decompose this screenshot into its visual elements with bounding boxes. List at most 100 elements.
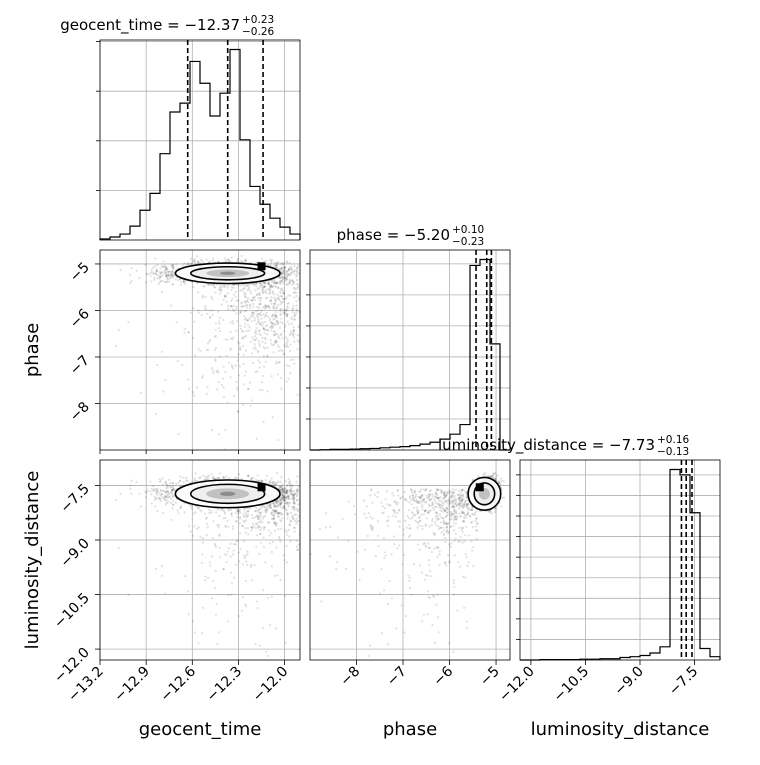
sample-point <box>152 273 154 275</box>
sample-point <box>247 527 249 529</box>
sample-point <box>236 389 238 391</box>
sample-point <box>348 422 350 424</box>
sample-point <box>243 292 245 294</box>
sample-point <box>276 294 278 296</box>
sample-point <box>144 264 146 266</box>
sample-point <box>321 277 323 279</box>
sample-point <box>249 326 251 328</box>
sample-point <box>274 530 276 532</box>
sample-point <box>322 297 324 299</box>
sample-point <box>151 271 153 273</box>
sample-point <box>288 535 290 537</box>
sample-point <box>268 305 270 307</box>
sample-point <box>287 484 289 486</box>
sample-point <box>175 483 177 485</box>
sample-point <box>303 499 305 501</box>
sample-point <box>266 390 268 392</box>
hist-bar <box>270 218 280 240</box>
sample-point <box>294 527 296 529</box>
sample-point <box>239 509 241 511</box>
sample-point <box>263 286 265 288</box>
sample-point <box>240 255 242 257</box>
sample-point <box>156 268 158 270</box>
sample-point <box>204 513 206 515</box>
sample-point <box>162 274 164 276</box>
sample-point <box>286 531 288 533</box>
sample-point <box>289 282 291 284</box>
sample-point <box>225 561 227 563</box>
sample-point <box>265 292 267 294</box>
sample-point <box>294 513 296 515</box>
sample-point <box>255 285 257 287</box>
sample-point <box>197 642 199 644</box>
sample-point <box>280 303 282 305</box>
sample-point <box>130 480 132 482</box>
sample-point <box>255 323 257 325</box>
sample-point <box>130 267 132 269</box>
sample-point <box>199 476 201 478</box>
panel-title-luminosity_distance: luminosity_distance = −7.73 <box>438 436 655 455</box>
sample-point <box>264 506 266 508</box>
sample-point <box>274 307 276 309</box>
hist-bar <box>290 234 300 240</box>
sample-point <box>316 518 318 520</box>
sample-point <box>215 511 217 513</box>
sample-point <box>350 500 352 502</box>
sample-point <box>318 586 320 588</box>
sample-point <box>302 312 304 314</box>
sample-point <box>277 439 279 441</box>
sample-point <box>302 515 304 517</box>
sample-point <box>296 269 298 271</box>
sample-point <box>281 275 283 277</box>
sample-point <box>215 371 217 373</box>
sample-point <box>259 533 261 535</box>
hist-bar <box>150 193 160 240</box>
sample-point <box>320 321 322 323</box>
sample-point <box>227 339 229 341</box>
sample-point <box>223 286 225 288</box>
sample-point <box>212 259 214 261</box>
sample-point <box>235 312 237 314</box>
sample-point <box>219 472 221 474</box>
sample-point <box>237 284 239 286</box>
sample-point <box>205 309 207 311</box>
sample-point <box>280 318 282 320</box>
sample-point <box>198 348 200 350</box>
sample-point <box>262 536 264 538</box>
sample-point <box>235 308 237 310</box>
sample-point <box>275 363 277 365</box>
sample-point <box>244 259 246 261</box>
sample-point <box>227 305 229 307</box>
sample-point <box>267 316 269 318</box>
sample-point <box>294 520 296 522</box>
sample-point <box>280 314 282 316</box>
sample-point <box>267 597 269 599</box>
scatter-panel-geocent_time-phase <box>100 250 359 500</box>
sample-point <box>286 695 288 697</box>
sample-point <box>127 321 129 323</box>
sample-point <box>269 326 271 328</box>
sample-point <box>303 528 305 530</box>
sample-point <box>238 473 240 475</box>
sample-point <box>270 339 272 341</box>
hist-bar <box>140 210 150 240</box>
sample-point <box>207 577 209 579</box>
sample-point <box>266 324 268 326</box>
sample-point <box>303 318 305 320</box>
sample-point <box>218 515 220 517</box>
sample-point <box>260 527 262 529</box>
sample-point <box>296 305 298 307</box>
sample-point <box>228 547 230 549</box>
sample-point <box>256 534 258 536</box>
sample-point <box>312 291 314 293</box>
sample-point <box>219 292 221 294</box>
sample-point <box>147 489 149 491</box>
sample-point <box>138 493 140 495</box>
sample-point <box>306 339 308 341</box>
sample-point <box>135 270 137 272</box>
sample-point <box>247 289 249 291</box>
sample-point <box>286 305 288 307</box>
sample-point <box>179 480 181 482</box>
sample-point <box>330 616 332 618</box>
